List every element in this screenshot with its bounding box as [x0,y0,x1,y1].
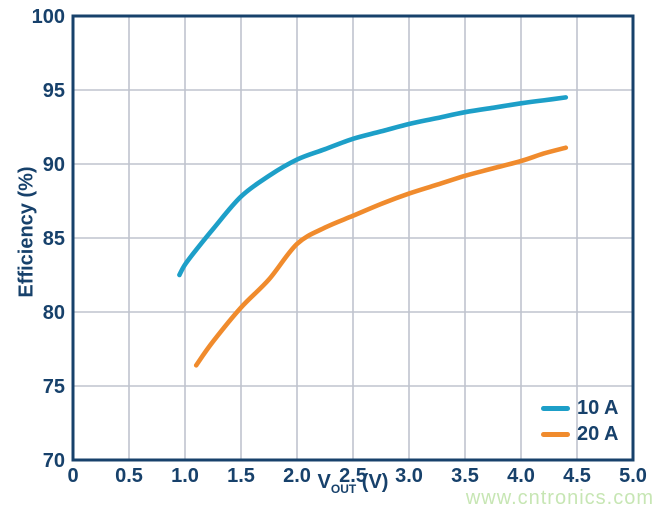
x-tick-label: 5.0 [619,465,647,487]
plot-border [71,14,635,462]
legend-swatch-20a-icon [541,432,570,437]
series-line-10a [177,95,569,278]
x-tick-label: 3.5 [451,465,479,487]
y-tick-label: 85 [43,228,65,250]
y-tick-label: 70 [43,450,65,472]
y-tick-label: 90 [43,154,65,176]
x-tick-label: 4.5 [563,465,591,487]
x-tick-label: 0.5 [115,465,143,487]
x-axis-title-sub: OUT [330,482,357,496]
y-tick-label: 75 [43,376,65,398]
y-tick-label: 80 [43,302,65,324]
x-tick-label: 3.0 [395,465,423,487]
legend-label-10a: 10 A [577,397,619,419]
x-axis-title-main: V [317,471,331,493]
x-tick-label: 2.0 [283,465,311,487]
x-tick-label: 4.0 [507,465,535,487]
x-tick-label: 1.0 [171,465,199,487]
legend-item-20a: 20 A [541,423,619,446]
x-tick-label: 2.5 [339,465,367,487]
legend-swatch-10a-icon [541,406,570,411]
y-tick-label: 95 [43,80,65,102]
y-axis-title: Efficiency (%) [15,166,38,298]
watermark: www.cntronics.com [465,487,654,509]
legend-label-20a: 20 A [577,423,619,445]
x-tick-label: 0 [67,465,78,487]
x-tick-label: 1.5 [227,465,255,487]
legend-item-10a: 10 A [541,397,619,420]
x-axis-title-unit: (V) [361,471,389,493]
legend: 10 A 20 A [541,397,619,449]
x-axis-title: VOUT (V) [73,471,633,496]
y-tick-label: 100 [32,6,65,28]
series-line-20a [193,145,569,368]
